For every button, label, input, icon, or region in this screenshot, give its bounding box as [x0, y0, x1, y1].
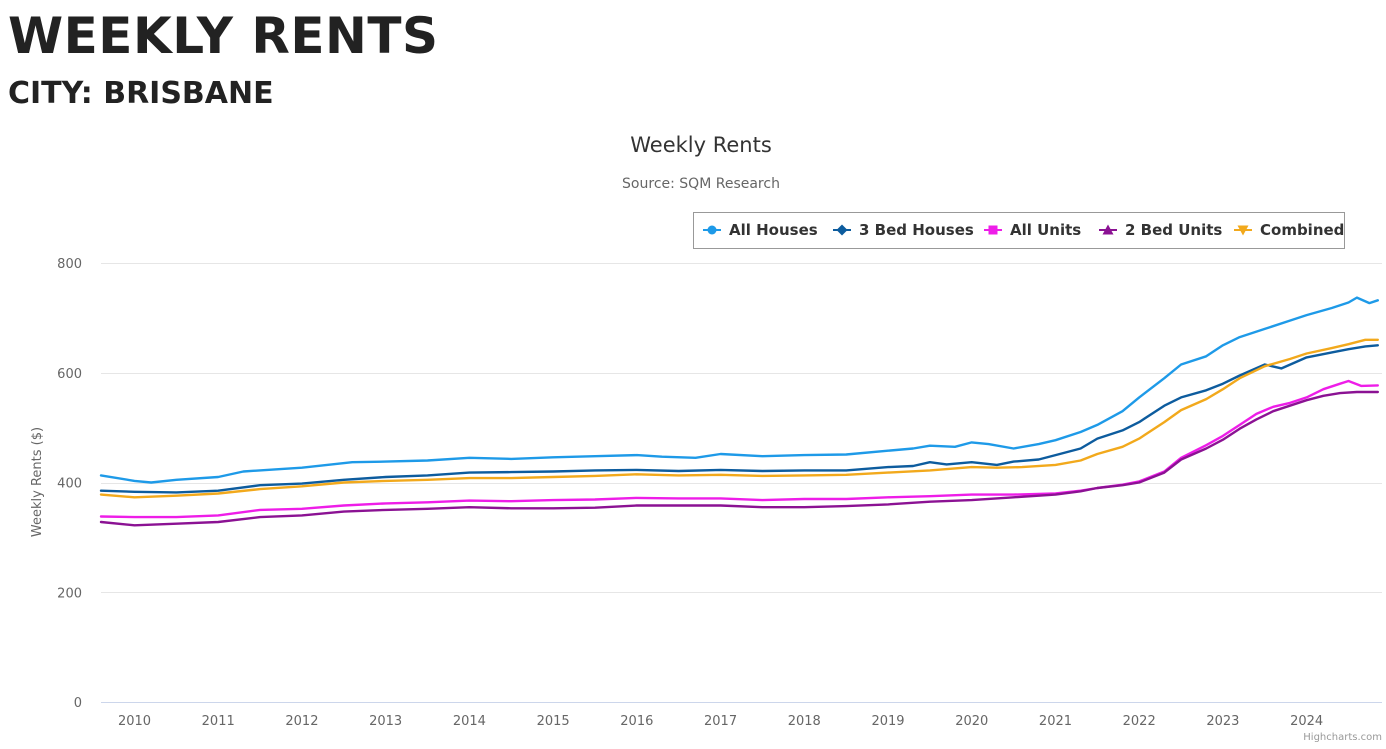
page-title: WEEKLY RENTS: [8, 7, 439, 65]
chart-title: Weekly Rents: [630, 133, 772, 157]
x-tick-label: 2015: [537, 714, 570, 729]
legend-label: 2 Bed Units: [1125, 221, 1222, 239]
series-line-all-units[interactable]: [99, 379, 1379, 519]
y-tick-label: 400: [57, 477, 82, 492]
series-line-3-bed-houses[interactable]: [99, 344, 1379, 494]
series-line-2-bed-units[interactable]: [99, 390, 1379, 527]
x-tick-label: 2014: [453, 714, 486, 729]
legend-item-3-bed-houses[interactable]: 3 Bed Houses: [833, 221, 974, 239]
page-subtitle: CITY: BRISBANE: [8, 76, 274, 111]
axes: 0 200 400 600 800 2010 2011 2012 2013 2014 2015 201…: [57, 257, 1382, 729]
legend-label: All Houses: [729, 221, 818, 239]
x-tick-label: 2011: [202, 714, 235, 729]
legend-item-combined[interactable]: Combined: [1234, 221, 1344, 239]
legend-item-all-houses[interactable]: All Houses: [703, 221, 818, 239]
circle-marker-icon: [707, 225, 717, 235]
triangle-down-marker-icon: [1237, 225, 1249, 236]
y-tick-label: 200: [57, 586, 82, 601]
diamond-marker-icon: [836, 224, 848, 236]
triangle-marker-icon: [1102, 224, 1114, 235]
square-marker-icon: [988, 225, 998, 235]
legend-label: All Units: [1010, 221, 1081, 239]
y-tick-label: 800: [57, 257, 82, 272]
x-tick-label: 2010: [118, 714, 151, 729]
series-line-all-houses[interactable]: [99, 296, 1379, 484]
grid-lines: [101, 263, 1382, 593]
x-tick-label: 2024: [1290, 714, 1323, 729]
y-tick-label: 0: [74, 696, 82, 711]
x-tick-label: 2019: [871, 714, 904, 729]
x-tick-label: 2017: [704, 714, 737, 729]
chart-subtitle: Source: SQM Research: [622, 176, 780, 192]
legend: All Houses 3 Bed Houses All Units 2 Bed …: [693, 212, 1345, 249]
x-tick-label: 2020: [955, 714, 988, 729]
x-tick-label: 2021: [1039, 714, 1072, 729]
x-tick-label: 2016: [620, 714, 653, 729]
series-lines: [99, 296, 1379, 527]
series-line-combined[interactable]: [99, 338, 1379, 499]
x-tick-label: 2018: [788, 714, 821, 729]
y-tick-label: 600: [57, 367, 82, 382]
x-tick-label: 2013: [369, 714, 402, 729]
credits-link[interactable]: Highcharts.com: [1303, 732, 1382, 743]
x-tick-label: 2012: [285, 714, 318, 729]
y-axis-title: Weekly Rents ($): [30, 427, 45, 537]
legend-label: 3 Bed Houses: [859, 221, 974, 239]
legend-label: Combined: [1260, 221, 1344, 239]
legend-item-2-bed-units[interactable]: 2 Bed Units: [1099, 221, 1222, 239]
x-tick-label: 2023: [1206, 714, 1239, 729]
legend-item-all-units[interactable]: All Units: [984, 221, 1081, 239]
x-tick-label: 2022: [1123, 714, 1156, 729]
weekly-rents-chart: 0 200 400 600 800 2010 2011 2012 2013 2014 2015 201…: [30, 133, 1382, 743]
chart-container: 0 200 400 600 800 2010 2011 2012 2013 2014 2015 201…: [0, 120, 1386, 745]
